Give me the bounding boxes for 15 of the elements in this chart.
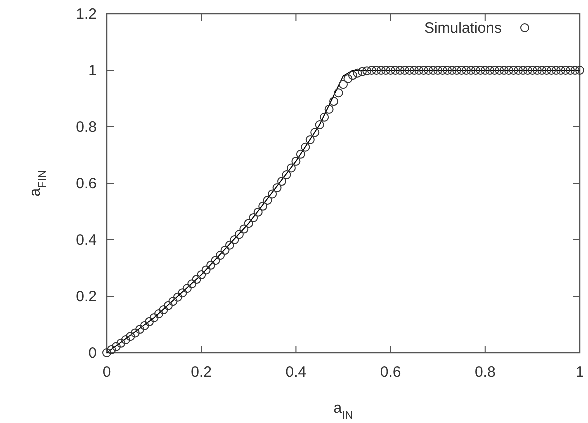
x-axis-title: a$_{IN}$ xyxy=(334,400,354,422)
x-tick-label: 0.2 xyxy=(191,364,212,381)
y-tick-label: 0.2 xyxy=(76,288,97,306)
y-tick-label: 0.6 xyxy=(76,176,97,192)
y-tick-label: 0.8 xyxy=(76,119,97,136)
x-tick-label: 0.8 xyxy=(474,364,496,381)
x-tick-label: 1 xyxy=(576,364,584,381)
y-tick-label: 0 xyxy=(88,345,97,362)
y-tick-label: 1 xyxy=(88,62,97,80)
x-tick-label: 0 xyxy=(102,364,112,381)
x-tick-label: 0.6 xyxy=(380,364,402,381)
y-tick-label: 0.4 xyxy=(76,232,97,249)
y-tick-label: 1.2 xyxy=(76,6,97,23)
x-tick-label: 0.4 xyxy=(286,364,307,381)
legend-label: Simulations xyxy=(424,20,502,37)
